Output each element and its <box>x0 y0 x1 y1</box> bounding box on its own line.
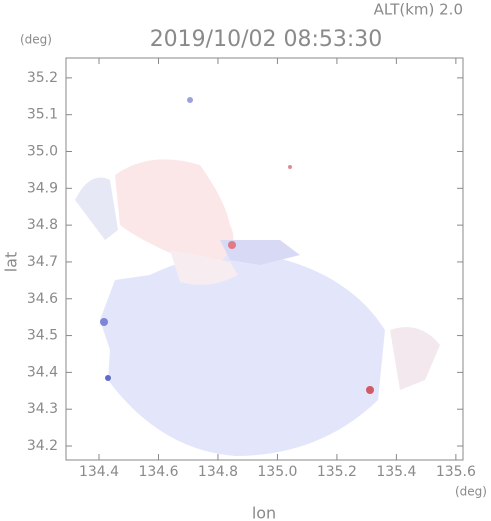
cell-echo <box>366 386 374 394</box>
cell-echo <box>220 240 300 265</box>
red-echo <box>115 159 234 264</box>
x-tick-label: 134.4 <box>79 464 119 480</box>
y-unit: (deg) <box>20 33 52 47</box>
blue-echo <box>100 250 385 456</box>
x-tick-label: 135.6 <box>436 464 476 480</box>
y-axis-label: lat <box>2 252 21 273</box>
y-tick-label: 35.1 <box>27 107 58 123</box>
y-tick-label: 34.4 <box>27 364 58 380</box>
cell-echo <box>187 97 193 103</box>
y-tick-label: 35.2 <box>27 70 58 86</box>
y-tick-label: 34.3 <box>27 401 58 417</box>
x-tick-label: 134.8 <box>198 464 238 480</box>
x-axis-label: lon <box>252 504 276 521</box>
x-tick-label: 135.4 <box>376 464 416 480</box>
cell-echo <box>105 375 111 381</box>
x-tick-label: 135.0 <box>257 464 297 480</box>
blue-echo <box>75 177 118 240</box>
x-unit: (deg) <box>455 485 487 499</box>
altitude-label: ALT(km) 2.0 <box>374 1 463 19</box>
x-tick-label: 135.2 <box>317 464 357 480</box>
y-tick-label: 34.7 <box>27 254 58 270</box>
y-tick-label: 34.2 <box>27 438 58 454</box>
x-tick-label: 134.6 <box>138 464 178 480</box>
plot-frame <box>65 57 464 461</box>
y-tick-label: 34.5 <box>27 328 58 344</box>
mixed-echo <box>170 250 238 285</box>
cell-echo <box>288 165 292 169</box>
y-tick-label: 34.6 <box>27 291 58 307</box>
y-tick-label: 34.8 <box>27 217 58 233</box>
chart-title: 2019/10/02 08:53:30 <box>150 27 383 52</box>
cell-echo <box>228 241 236 249</box>
radar-field <box>75 97 440 456</box>
y-tick-label: 34.9 <box>27 180 58 196</box>
y-tick-label: 35.0 <box>27 144 58 160</box>
edge-echo <box>390 327 440 390</box>
cell-echo <box>100 318 108 326</box>
